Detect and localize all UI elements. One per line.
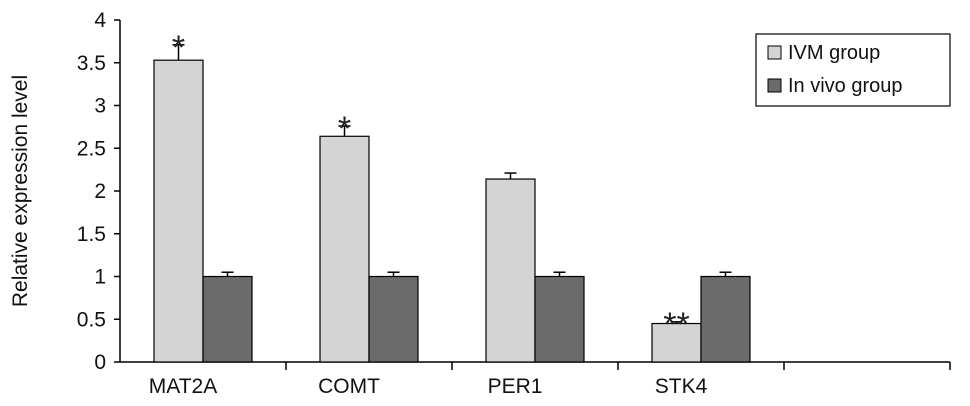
bar [153,59,204,363]
bar [368,275,419,363]
legend-label: In vivo group [788,75,903,97]
bar [700,275,751,363]
y-tick-label: 4 [94,9,106,32]
y-tick-label: 2.5 [77,137,106,160]
category-label: PER1 [488,375,543,398]
y-tick-label: 1 [94,266,106,289]
significance-label: ** [663,306,689,344]
bar [651,322,702,363]
category-label: COMT [318,375,380,398]
y-tick-label: 3.5 [77,52,106,75]
legend-label: IVM group [788,42,880,64]
significance-label: * [172,29,185,67]
y-tick-label: 3 [94,95,106,118]
bar [534,275,585,363]
y-axis-title: Relative expression level [9,75,32,307]
legend: IVM group In vivo group [755,33,951,107]
y-tick-label: 0 [94,351,106,374]
legend-box [755,33,951,107]
y-tick-label: 1.5 [77,223,106,246]
bar [319,135,370,363]
y-tick-label: 2 [94,180,106,203]
category-label: STK4 [655,375,708,398]
axes: 0 0.5 1 1.5 2 2.5 3 3.5 4 [77,9,951,374]
significance-label: * [338,110,351,148]
bars: **** [153,29,751,363]
y-tick-label: 0.5 [77,308,106,331]
bar [485,178,536,363]
legend-swatch [767,78,782,93]
legend-swatch [767,45,782,60]
bar [202,275,253,363]
category-labels: MAT2A COMT PER1 STK4 [149,375,708,398]
category-label: MAT2A [149,375,217,398]
